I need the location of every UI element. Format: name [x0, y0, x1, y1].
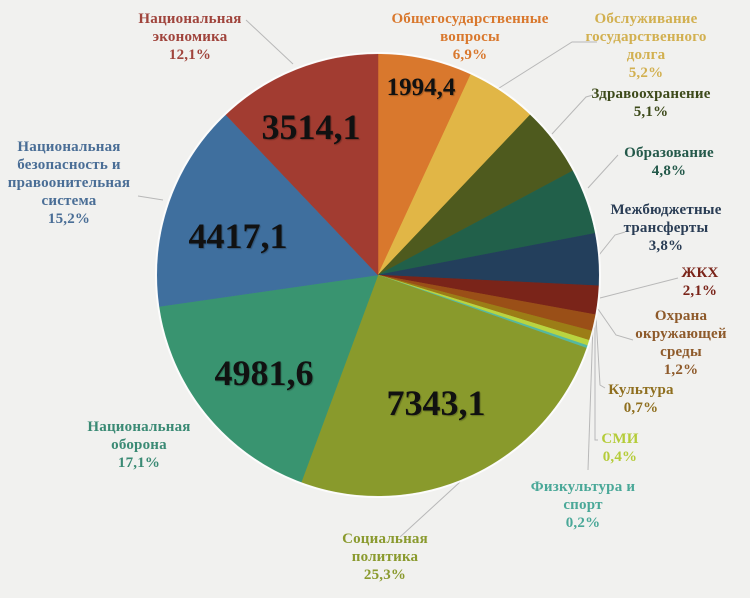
leader-line-mezhb	[598, 231, 626, 256]
slice-label-text: Национальная	[138, 11, 242, 27]
pie-slice	[158, 274, 379, 483]
slice-label-text: спорт	[563, 497, 603, 513]
slice-label-percent: 2,1%	[682, 283, 718, 299]
slice-label-text: трансферты	[623, 220, 709, 236]
slice-label-text: Межбюджетные	[610, 202, 722, 218]
leader-line-ekon	[245, 19, 294, 65]
slice-label-text: вопросы	[440, 29, 500, 45]
slice-label-text: политика	[351, 549, 419, 565]
slice-value: 3514,1	[261, 107, 361, 147]
slice-label-percent: 1,2%	[663, 362, 699, 378]
slice-value: 7343,1	[386, 383, 486, 423]
slice-label-percent: 17,1%	[117, 455, 161, 471]
leader-line-soc	[399, 481, 461, 538]
pie-slice	[225, 53, 379, 276]
slice-label-obor: Национальная оборона 17,1%	[87, 418, 190, 472]
slice-label-text: Национальная	[17, 139, 121, 155]
pie-slice	[156, 114, 379, 307]
slice-label-text: Образование	[624, 145, 714, 161]
slice-label-percent: 12,1%	[168, 47, 212, 63]
slice-label-soc: Социальная политика 25,3%	[342, 530, 428, 584]
slice-label-zdrav: Здравоохранение 5,1%	[591, 85, 710, 121]
slice-label-text: оборона	[111, 437, 167, 453]
slice-label-text: государственного	[585, 29, 707, 45]
slice-label-text: долга	[626, 47, 666, 63]
leader-lines	[137, 19, 679, 538]
slice-label-text: Общегосударственные	[391, 11, 549, 27]
slice-label-percent: 25,3%	[363, 567, 407, 583]
slice-label-text: Здравоохранение	[591, 86, 711, 102]
leader-line-smi	[594, 321, 598, 441]
slice-label-mezhb: Межбюджетные трансферты 3,8%	[610, 201, 721, 255]
leader-line-kult	[595, 316, 606, 389]
slice-label-smi: СМИ 0,4%	[601, 430, 638, 466]
pie-slice	[300, 274, 587, 497]
slice-label-obraz: Образование 4,8%	[624, 144, 714, 180]
leader-line-dolg	[495, 41, 597, 91]
slice-label-text: экономика	[152, 29, 228, 45]
slice-label-text: правоонительная	[7, 175, 131, 191]
slice-value: 4981,6	[214, 353, 314, 393]
leader-line-bezop	[137, 195, 164, 201]
slice-label-percent: 0,4%	[602, 449, 638, 465]
slice-label-percent: 15,2%	[47, 211, 91, 227]
slice-label-text: Обслуживание	[594, 11, 698, 27]
slice-label-text: Социальная	[342, 531, 428, 547]
slice-label-percent: 0,2%	[565, 515, 601, 531]
slice-label-dolg: Обслуживание государственного долга 5,2%	[585, 10, 706, 82]
slice-label-percent: 0,7%	[623, 400, 659, 416]
slice-value: 4417,1	[188, 216, 288, 256]
slice-label-obshch: Общегосударственные вопросы 6,9%	[391, 10, 548, 64]
pie-slices	[155, 52, 601, 498]
slice-label-bezop: Национальная безопасность и правоонительна…	[8, 138, 130, 228]
leader-line-fizk	[587, 323, 594, 471]
leader-line-obraz	[587, 154, 619, 189]
slice-label-percent: 5,2%	[628, 65, 664, 81]
slice-label-percent: 5,1%	[633, 104, 669, 120]
pie-outline	[155, 52, 601, 498]
slice-label-text: среды	[660, 344, 702, 360]
slice-label-text: окружающей	[635, 326, 727, 342]
slice-label-text: Национальная	[87, 419, 191, 435]
slice-label-text: Физкультура и	[530, 479, 636, 495]
slice-label-percent: 4,8%	[651, 163, 687, 179]
leader-line-ohrana	[597, 308, 634, 341]
leader-line-zdrav	[551, 94, 594, 135]
slice-label-text: безопасность и	[17, 157, 121, 173]
leader-line-zhkh	[599, 277, 679, 299]
slice-label-percent: 3,8%	[648, 238, 684, 254]
slice-label-percent: 6,9%	[452, 47, 488, 63]
slice-label-text: Культура	[608, 382, 674, 398]
slice-label-ekon: Национальная экономика 12,1%	[138, 10, 241, 64]
slice-label-ohrana: Охрана окружающей среды 1,2%	[635, 307, 726, 379]
slice-label-text: СМИ	[601, 431, 639, 447]
slice-label-text: система	[41, 193, 97, 209]
slice-label-text: Охрана	[654, 308, 708, 324]
slice-label-text: ЖКХ	[681, 265, 719, 281]
slice-value: 1994,4	[386, 74, 456, 101]
slice-label-fizk: Физкультура и спорт 0,2%	[531, 478, 635, 532]
slice-label-kult: Культура 0,7%	[608, 381, 674, 417]
slice-label-zhkh: ЖКХ 2,1%	[681, 264, 718, 300]
